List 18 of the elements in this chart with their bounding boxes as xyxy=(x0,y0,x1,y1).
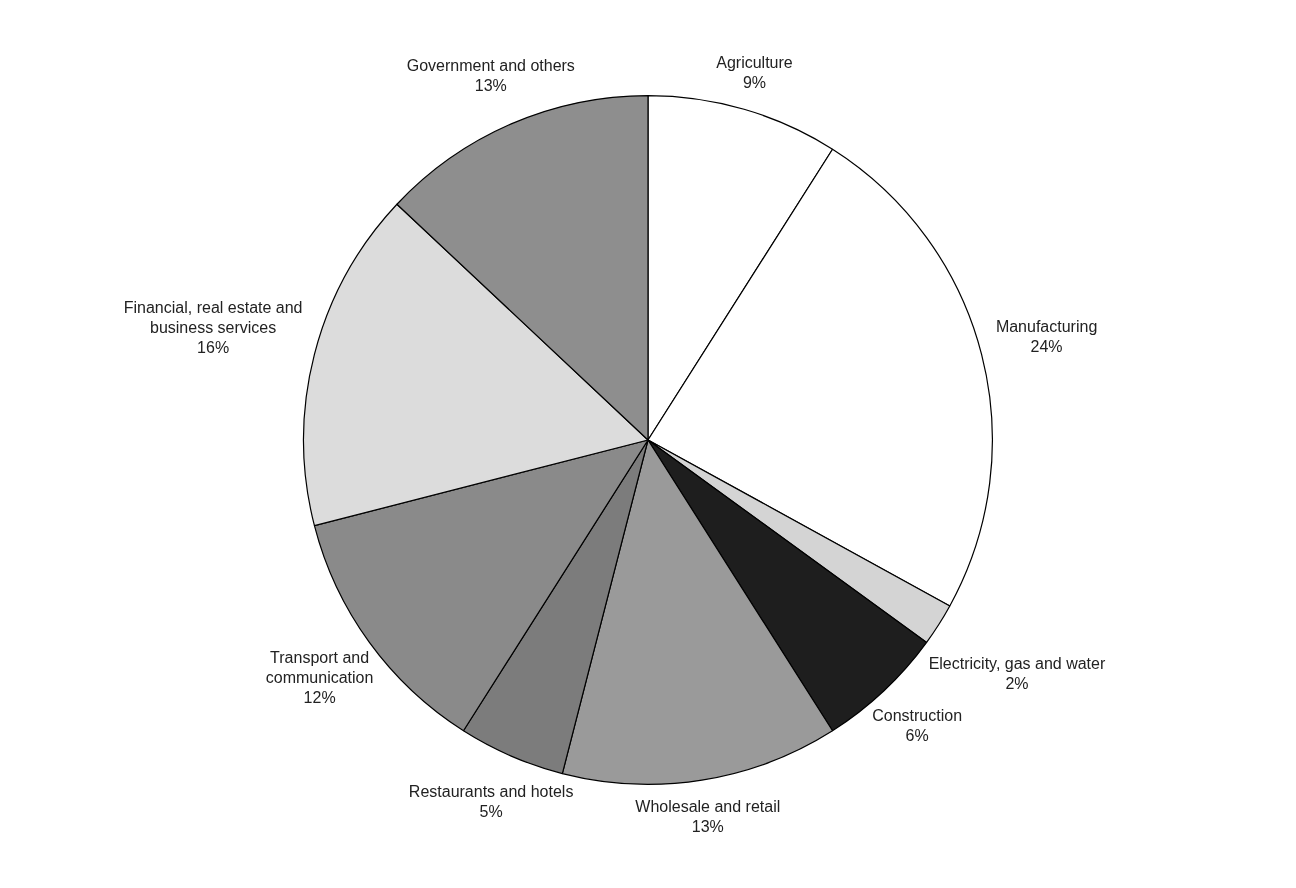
data-label: 2% xyxy=(1005,674,1029,692)
slice-label: Transport and communication xyxy=(265,649,374,686)
data-label: 6% xyxy=(905,727,929,744)
data-label: 5% xyxy=(479,802,503,820)
data-label: 12% xyxy=(303,689,336,706)
slice-label: Construction xyxy=(872,707,963,724)
data-label: 16% xyxy=(197,338,230,356)
slice-label: Restaurants and hotels xyxy=(408,782,574,800)
data-label: 13% xyxy=(474,77,507,95)
slice-label: Manufacturing xyxy=(995,318,1098,336)
slice-label: Electricity, gas and water xyxy=(928,654,1106,672)
data-label: 13% xyxy=(691,817,724,835)
slice-label: Government and others xyxy=(406,57,575,75)
data-label: 24% xyxy=(1030,338,1063,356)
data-label: 9% xyxy=(742,73,767,91)
slice-label: Agriculture xyxy=(716,53,793,71)
slice-label: Wholesale and retail xyxy=(635,797,781,815)
slice-label: Financial, real estate and business services xyxy=(123,298,303,336)
